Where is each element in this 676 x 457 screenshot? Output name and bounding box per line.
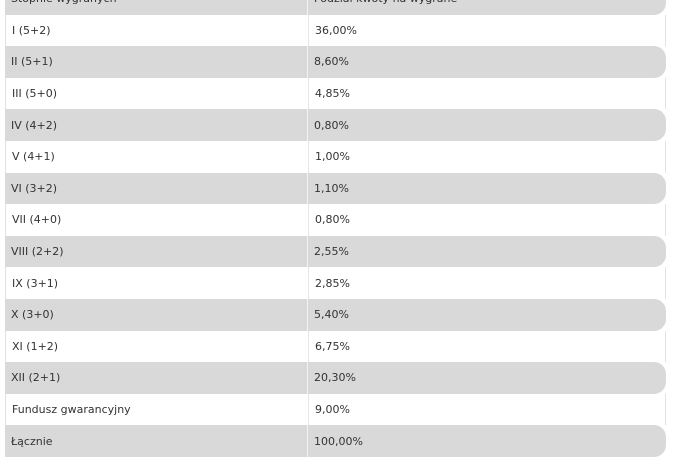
table-row: VII (4+0) 0,80% [5,204,666,236]
cell-value: 0,80% [308,204,665,236]
table-row: IV (4+2) 0,80% [5,109,666,141]
cell-label: I (5+2) [12,23,51,37]
cell-value: 6,75% [308,330,665,363]
table-row: X (3+0) 5,40% [5,298,666,331]
cell-value: 1,10% [307,172,666,205]
cell-label: XII (2+1) [11,371,61,385]
cell-label: VI (3+2) [11,181,58,195]
cell-value: 2,55% [307,235,666,268]
table-row: XI (1+2) 6,75% [5,330,666,363]
cell-value: 9,00% [308,393,665,426]
table-row: V (4+1) 1,00% [5,140,666,173]
table-row: VIII (2+2) 2,55% [5,235,666,268]
cell-value: 4,85% [308,77,665,110]
table-row: I (5+2) 36,00% [5,14,666,47]
cell-value: 2,85% [308,267,665,299]
cell-label: III (5+0) [12,87,58,101]
cell-value: 5,40% [307,298,666,331]
table-row: Łącznie 100,00% [5,425,666,457]
cell-label: Fundusz gwarancyjny [12,403,131,417]
table-row: XII (2+1) 20,30% [5,362,666,394]
cell-value: 1,00% [308,140,665,173]
header-cell: Stopnie wygranych [11,0,301,15]
cell-value: 20,30% [307,362,666,394]
cell-label: IX (3+1) [12,276,59,290]
table-row: Fundusz gwarancyjny 9,00% [5,393,666,426]
cell-value: 0,80% [307,109,666,141]
cell-label: IV (4+2) [11,118,58,132]
cell-label: X (3+0) [11,308,54,322]
table-row: III (5+0) 4,85% [5,77,666,110]
table-row: II (5+1) 8,60% [5,46,666,78]
cell-label: V (4+1) [12,150,55,164]
table-row: IX (3+1) 2,85% [5,267,666,299]
cell-label: Łącznie [11,434,53,448]
table: Stopnie wygranych Podział kwoty na wygran… [5,0,666,457]
header-row: Stopnie wygranych Podział kwoty na wygran… [5,0,666,15]
header-cell: Podział kwoty na wygrane [307,0,666,15]
cell-label: II (5+1) [11,55,53,69]
cell-value: 8,60% [307,46,666,78]
cell-label: VIII (2+2) [11,245,64,259]
cell-label: XI (1+2) [12,339,59,353]
table-row: VI (3+2) 1,10% [5,172,666,205]
cell-value: 100,00% [307,425,666,457]
cell-label: VII (4+0) [12,213,62,227]
cell-value: 36,00% [308,14,665,47]
